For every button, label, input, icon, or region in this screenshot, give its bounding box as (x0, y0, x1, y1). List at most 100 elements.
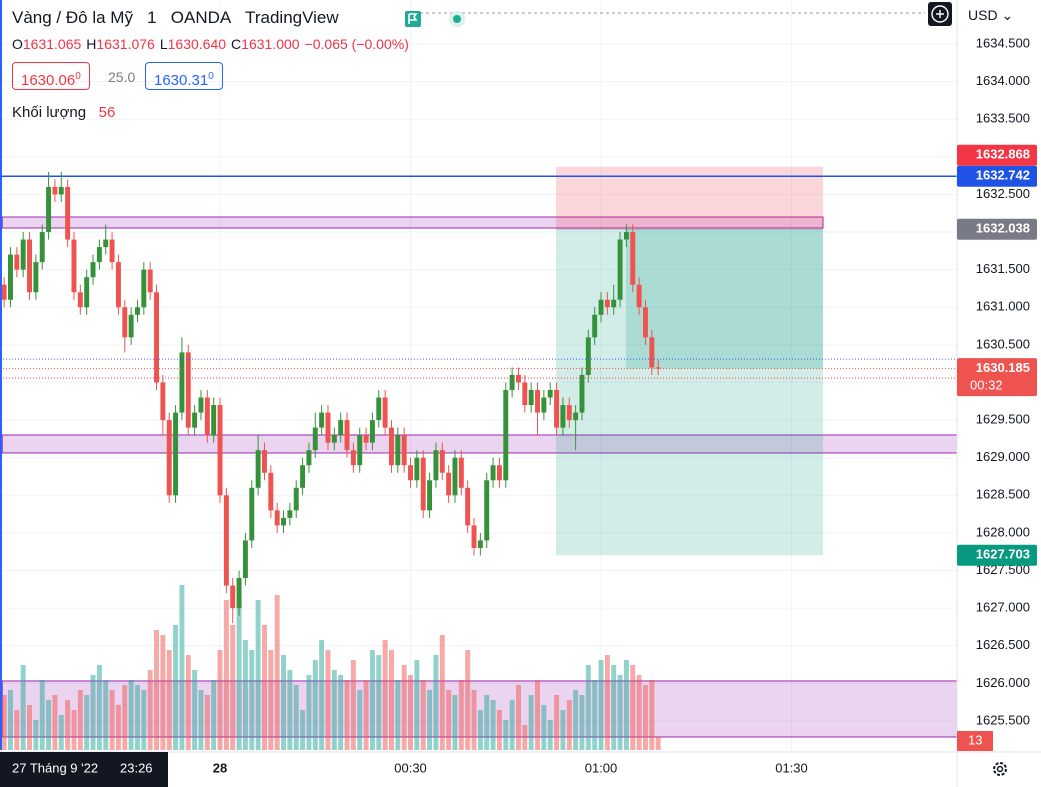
candle-body (14, 254, 20, 270)
y-tick-label: 1625.500 (976, 712, 1030, 727)
candle-body (547, 390, 553, 398)
volume-bar (306, 675, 312, 750)
volume-bar (655, 737, 661, 750)
candle-body (33, 262, 39, 293)
volume-bar (185, 655, 191, 750)
volume-bar (128, 680, 134, 750)
x-tick-label: 28 (213, 760, 227, 775)
spread: 25.0 (108, 69, 136, 85)
candle-body (439, 450, 445, 473)
y-tick-label: 1633.500 (976, 111, 1030, 126)
volume-bar (33, 720, 39, 750)
candle-body (287, 510, 293, 518)
volume-bar (642, 685, 648, 750)
volume-bar (249, 650, 255, 750)
price-label: 1632.038 (976, 221, 1030, 236)
buy-button[interactable]: 1630.310 (145, 62, 223, 90)
ohlc-key: C (231, 36, 242, 52)
price-label-bg (957, 544, 1037, 566)
y-tick-label: 1630.500 (976, 336, 1030, 351)
volume-bar (369, 650, 375, 750)
candle-body (58, 186, 64, 195)
volume-bar (154, 630, 160, 750)
volume-bar (90, 675, 96, 750)
volume-bar (579, 695, 585, 750)
ohlc-key: H (86, 36, 97, 52)
candle-body (388, 427, 394, 466)
candle-body (242, 540, 248, 579)
stop-zone (556, 166, 824, 230)
volume-bar (293, 685, 299, 750)
candle-body (433, 450, 439, 481)
candle-body (509, 374, 515, 391)
currency-menu[interactable]: USD ⌄ (968, 7, 1014, 23)
volume-bar (319, 640, 325, 750)
volume-bar (204, 695, 210, 750)
price-label: 1632.868 (976, 147, 1030, 162)
settings-button[interactable] (993, 762, 1007, 776)
volume-bar (39, 680, 45, 750)
volume-label-bg (957, 731, 993, 751)
volume-bar (1, 695, 7, 750)
volume-bar (617, 675, 623, 750)
volume-bar (20, 665, 26, 750)
volume-bar (223, 600, 229, 750)
volume-bar (281, 655, 287, 750)
volume-bar (496, 710, 502, 750)
crosshair-date: 27 Tháng 9 '22 (12, 760, 98, 775)
candle-body (109, 239, 115, 263)
volume-bar (14, 710, 20, 750)
volume-bar (630, 665, 636, 750)
y-tick-label: 1628.000 (976, 524, 1030, 539)
y-tick-label: 1626.000 (976, 675, 1030, 690)
add-button[interactable] (928, 2, 952, 26)
volume-bar (71, 710, 77, 750)
symbol[interactable]: Vàng / Đô la Mỹ (12, 8, 133, 27)
candle-body (642, 307, 648, 338)
ohlc-value: 1631.076 (96, 36, 155, 52)
volume-bar (134, 685, 140, 750)
flag-icon[interactable] (404, 10, 424, 30)
volume-bar (528, 695, 534, 750)
interval[interactable]: 1 (147, 8, 157, 27)
candle-body (223, 495, 229, 586)
bid-tail: 0 (75, 71, 81, 82)
volume-bar (179, 585, 185, 750)
candle-body (8, 254, 13, 300)
candle-body (566, 405, 572, 421)
candle-body (503, 390, 509, 481)
volume-bar (401, 665, 407, 750)
volume-bar (477, 710, 483, 750)
volume-bar (344, 680, 350, 750)
candle-body (471, 525, 477, 548)
volume-bar (27, 705, 33, 750)
volume-bar (420, 680, 426, 750)
candle-body (522, 382, 528, 406)
volume-bar (566, 700, 572, 750)
symbol-line: Vàng / Đô la Mỹ 1 OANDA TradingView (12, 8, 339, 28)
open-pnl-zone (626, 229, 824, 369)
candle-body (427, 480, 433, 511)
sell-button[interactable]: 1630.060 (12, 62, 90, 90)
candle-body (134, 307, 140, 315)
ohlc-value: 1630.640 (167, 36, 227, 52)
candle-body (261, 450, 267, 473)
volume-bar (274, 595, 280, 750)
volume-bar (452, 695, 458, 750)
volume-bar (122, 685, 128, 750)
candle-body (255, 450, 261, 488)
candle-body (236, 578, 242, 609)
volume-bar (173, 625, 179, 750)
volume-bar (585, 665, 591, 750)
ohlc-value: 1631.065 (22, 36, 82, 52)
volume-bar (357, 690, 363, 750)
candle-body (65, 186, 71, 240)
volume-bar (230, 625, 236, 750)
candle-body (268, 472, 274, 511)
volume-legend: Khối lượng 56 (12, 104, 115, 121)
candle-body (338, 420, 344, 436)
candle-body (198, 397, 204, 413)
candle-body (477, 540, 483, 548)
volume-bar (598, 660, 604, 750)
